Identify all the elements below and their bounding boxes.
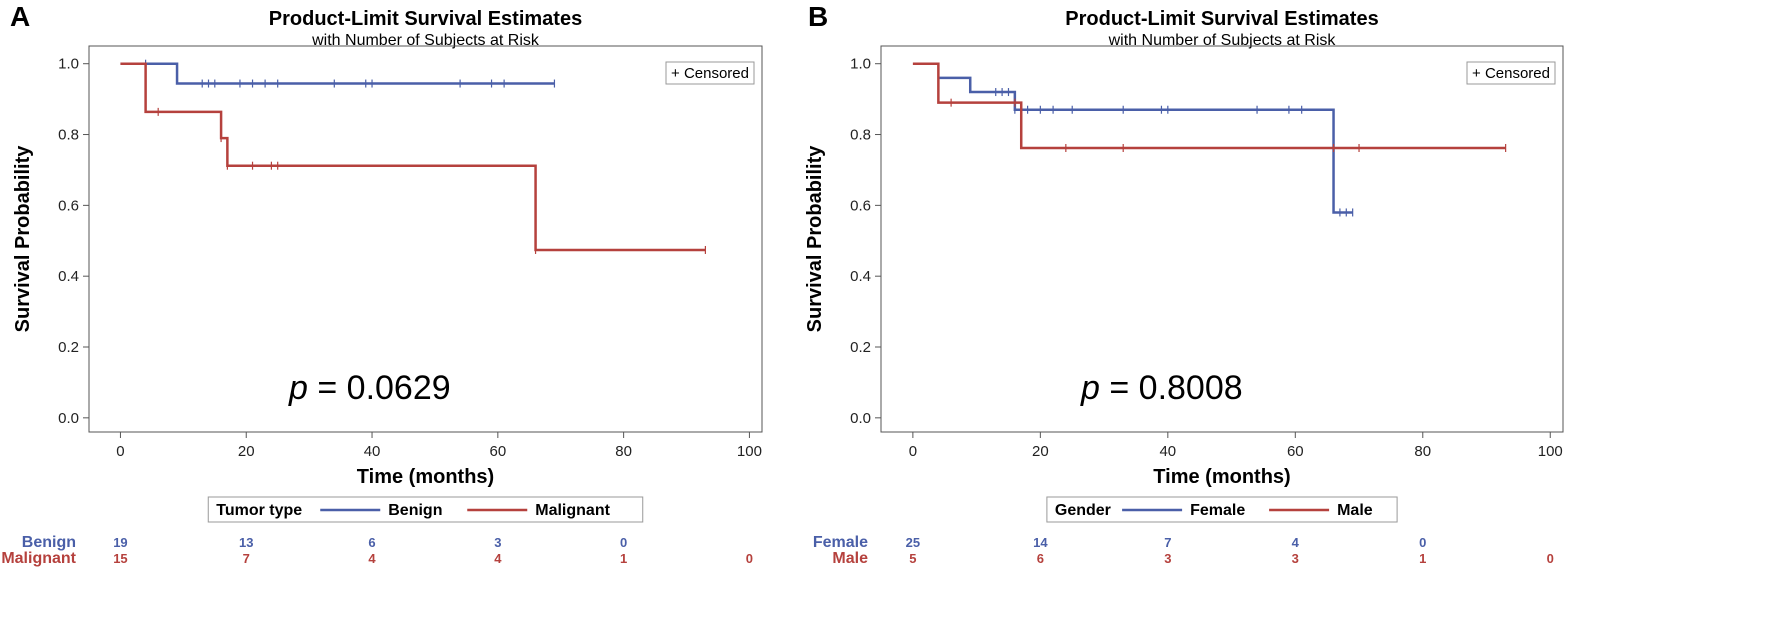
- group-legend-title: Gender: [1055, 502, 1111, 519]
- at-risk-count: 25: [906, 535, 920, 550]
- y-tick-label: 0.0: [58, 410, 79, 427]
- at-risk-count: 1: [1419, 551, 1426, 566]
- legend-label-male: Male: [1337, 502, 1373, 519]
- chart-subtitle: with Number of Subjects at Risk: [1108, 32, 1337, 49]
- at-risk-count: 3: [1164, 551, 1171, 566]
- at-risk-count: 4: [1292, 535, 1300, 550]
- at-risk-label-benign: Benign: [22, 534, 76, 551]
- chart-panel-b: B Product-Limit Survival Estimates with Nu…: [804, 1, 1564, 567]
- legend-label-malignant: Malignant: [535, 502, 610, 519]
- at-risk-count: 6: [1037, 551, 1044, 566]
- at-risk-count: 0: [1547, 551, 1554, 566]
- group-legend: Tumor type Benign Malignant: [207, 496, 644, 523]
- p-value: p = 0.8008: [1080, 369, 1243, 407]
- at-risk-count: 5: [909, 551, 916, 566]
- series-female: [937, 73, 1354, 217]
- group-legend: Gender Female Male: [1046, 496, 1398, 523]
- x-tick-label: 80: [1414, 443, 1431, 460]
- x-tick-label: 60: [489, 443, 506, 460]
- censored-legend: + Censored: [1466, 61, 1556, 85]
- at-risk-count: 1: [620, 551, 627, 566]
- censored-legend-box: [665, 61, 755, 85]
- at-risk-count: 6: [368, 535, 375, 550]
- survival-curve-malignant: [120, 62, 706, 252]
- x-tick-label: 100: [737, 443, 762, 460]
- legend-label-female: Female: [1190, 502, 1245, 519]
- at-risk-label-malignant: Malignant: [1, 550, 76, 567]
- chart-title: Product-Limit Survival Estimates: [269, 8, 582, 30]
- survival-curve-benign: [120, 62, 555, 85]
- y-tick-label: 1.0: [58, 56, 79, 73]
- at-risk-count: 3: [494, 535, 501, 550]
- panel-letter: B: [808, 1, 828, 32]
- y-axis-label: Survival Probability: [804, 145, 826, 333]
- y-tick-label: 0.0: [850, 410, 871, 427]
- censored-legend-box: [1466, 61, 1556, 85]
- at-risk-count: 4: [494, 551, 502, 566]
- at-risk-count: 0: [620, 535, 627, 550]
- legend-label-benign: Benign: [388, 502, 442, 519]
- y-tick-label: 0.2: [58, 339, 79, 356]
- x-tick-label: 60: [1287, 443, 1304, 460]
- group-legend-box: [207, 496, 644, 523]
- y-tick-label: 0.6: [850, 197, 871, 214]
- at-risk-label-male: Male: [832, 550, 868, 567]
- y-tick-label: 0.8: [850, 127, 871, 144]
- p-value-number: = 0.0629: [308, 369, 451, 407]
- p-value-symbol: p: [1080, 369, 1100, 407]
- x-axis-label: Time (months): [357, 466, 494, 488]
- at-risk-count: 19: [113, 535, 127, 550]
- at-risk-count: 0: [1419, 535, 1426, 550]
- x-axis-label: Time (months): [1153, 466, 1290, 488]
- at-risk-count: 13: [239, 535, 253, 550]
- x-tick-label: 0: [909, 443, 917, 460]
- at-risk-count: 4: [368, 551, 376, 566]
- p-value-number: = 0.8008: [1100, 369, 1243, 407]
- censored-legend-label: + Censored: [1472, 65, 1550, 82]
- at-risk-label-female: Female: [813, 534, 868, 551]
- at-risk-count: 7: [1164, 535, 1171, 550]
- y-tick-label: 0.6: [58, 197, 79, 214]
- x-tick-label: 20: [1032, 443, 1049, 460]
- at-risk-count: 0: [746, 551, 753, 566]
- panel-letter: A: [10, 1, 30, 32]
- x-tick-label: 40: [364, 443, 381, 460]
- chart-title: Product-Limit Survival Estimates: [1065, 8, 1378, 30]
- at-risk-count: 14: [1033, 535, 1048, 550]
- x-tick-label: 80: [615, 443, 632, 460]
- y-tick-label: 0.4: [58, 268, 79, 285]
- plot-area: [880, 45, 1564, 433]
- survival-curve-male: [912, 62, 1506, 150]
- censored-legend: + Censored: [665, 61, 755, 85]
- y-tick-label: 0.8: [58, 127, 79, 144]
- y-axis-label: Survival Probability: [12, 145, 34, 333]
- survival-curve-female: [938, 76, 1353, 214]
- x-tick-label: 0: [116, 443, 124, 460]
- x-tick-label: 40: [1159, 443, 1176, 460]
- y-tick-label: 1.0: [850, 56, 871, 73]
- group-legend-title: Tumor type: [216, 502, 302, 519]
- p-value: p = 0.0629: [288, 369, 451, 407]
- at-risk-count: 3: [1292, 551, 1299, 566]
- plot-area: [88, 45, 763, 433]
- x-tick-label: 100: [1538, 443, 1563, 460]
- series-male: [912, 62, 1507, 152]
- series-malignant: [120, 62, 706, 254]
- x-tick-label: 20: [238, 443, 255, 460]
- y-tick-label: 0.2: [850, 339, 871, 356]
- at-risk-count: 15: [113, 551, 127, 566]
- y-tick-label: 0.4: [850, 268, 871, 285]
- series-benign: [120, 59, 556, 88]
- chart-panel-a: A Product-Limit Survival Estimates with Nu…: [1, 1, 763, 567]
- censored-legend-label: + Censored: [671, 65, 749, 82]
- p-value-symbol: p: [288, 369, 308, 407]
- chart-subtitle: with Number of Subjects at Risk: [311, 32, 540, 49]
- at-risk-count: 7: [243, 551, 250, 566]
- group-legend-box: [1046, 496, 1398, 523]
